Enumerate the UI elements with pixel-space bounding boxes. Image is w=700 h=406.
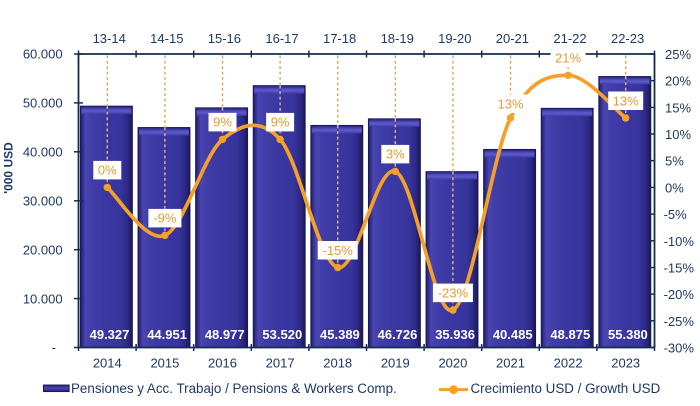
svg-text:Crecimiento USD / Growth USD: Crecimiento USD / Growth USD — [471, 381, 661, 396]
svg-text:5%: 5% — [665, 154, 684, 169]
svg-text:46.726: 46.726 — [378, 327, 418, 342]
svg-text:3%: 3% — [386, 147, 405, 162]
svg-text:30.000: 30.000 — [23, 193, 63, 208]
svg-text:53.520: 53.520 — [262, 327, 302, 342]
svg-text:21-22: 21-22 — [553, 31, 586, 46]
svg-text:Pensiones y Acc. Trabajo / Pen: Pensiones y Acc. Trabajo / Pensions & Wo… — [71, 381, 397, 396]
svg-text:15%: 15% — [665, 100, 691, 115]
svg-text:2014: 2014 — [93, 356, 122, 371]
svg-text:18-19: 18-19 — [381, 31, 414, 46]
svg-text:13-14: 13-14 — [93, 31, 126, 46]
svg-text:21%: 21% — [555, 51, 581, 66]
svg-text:22-23: 22-23 — [611, 31, 644, 46]
svg-text:'000 USD: '000 USD — [2, 142, 16, 194]
svg-text:0%: 0% — [665, 180, 684, 195]
svg-text:2023: 2023 — [611, 356, 640, 371]
svg-text:40.485: 40.485 — [493, 327, 533, 342]
svg-text:50.000: 50.000 — [23, 96, 63, 111]
svg-text:2015: 2015 — [150, 356, 179, 371]
svg-text:15-16: 15-16 — [208, 31, 241, 46]
svg-text:14-15: 14-15 — [150, 31, 183, 46]
svg-text:2020: 2020 — [438, 356, 467, 371]
svg-text:-15%: -15% — [323, 243, 354, 258]
svg-text:2016: 2016 — [208, 356, 237, 371]
svg-text:20%: 20% — [665, 74, 691, 89]
svg-text:2022: 2022 — [554, 356, 583, 371]
svg-text:9%: 9% — [213, 115, 232, 130]
svg-text:48.875: 48.875 — [550, 327, 590, 342]
svg-text:-30%: -30% — [664, 341, 695, 356]
svg-text:10%: 10% — [665, 127, 691, 142]
svg-text:20.000: 20.000 — [23, 242, 63, 257]
svg-text:20-21: 20-21 — [496, 31, 529, 46]
svg-text:-5%: -5% — [664, 207, 688, 222]
svg-text:10.000: 10.000 — [23, 291, 63, 306]
svg-text:-20%: -20% — [664, 287, 695, 302]
svg-text:2019: 2019 — [381, 356, 410, 371]
svg-text:2021: 2021 — [496, 356, 525, 371]
svg-text:49.327: 49.327 — [90, 327, 130, 342]
svg-text:-: - — [52, 340, 56, 355]
svg-text:-10%: -10% — [664, 234, 695, 249]
svg-text:40.000: 40.000 — [23, 145, 63, 160]
svg-text:60.000: 60.000 — [23, 47, 63, 62]
svg-text:13%: 13% — [497, 96, 523, 111]
svg-text:-15%: -15% — [664, 261, 695, 276]
svg-text:9%: 9% — [271, 115, 290, 130]
svg-text:44.951: 44.951 — [147, 327, 187, 342]
svg-text:17-18: 17-18 — [323, 31, 356, 46]
svg-text:48.977: 48.977 — [205, 327, 245, 342]
svg-text:0%: 0% — [98, 163, 117, 178]
svg-text:13%: 13% — [613, 93, 639, 108]
svg-text:45.389: 45.389 — [320, 327, 360, 342]
svg-text:2018: 2018 — [323, 356, 352, 371]
svg-text:-23%: -23% — [438, 285, 469, 300]
svg-text:-25%: -25% — [664, 314, 695, 329]
svg-text:16-17: 16-17 — [265, 31, 298, 46]
svg-text:2017: 2017 — [266, 356, 295, 371]
svg-text:55.380: 55.380 — [608, 327, 648, 342]
svg-text:-9%: -9% — [153, 211, 177, 226]
svg-text:25%: 25% — [665, 47, 691, 62]
svg-text:19-20: 19-20 — [438, 31, 471, 46]
svg-text:35.936: 35.936 — [435, 327, 475, 342]
